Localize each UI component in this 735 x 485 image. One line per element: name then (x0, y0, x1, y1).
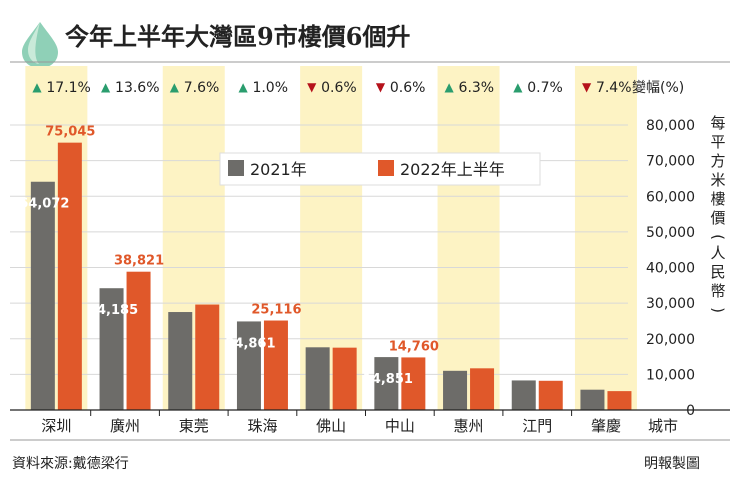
bar-廣州-2022h1 (126, 271, 151, 410)
y-axis-title-char: 樓 (710, 190, 725, 208)
data-label-中山-2021: 14,851 (363, 372, 413, 387)
legend-label-2022: 2022年上半年 (400, 160, 505, 179)
bar-東莞-2022h1 (195, 304, 220, 410)
y-axis-title-char: 平 (710, 133, 725, 151)
bar-惠州-2022h1 (470, 368, 495, 410)
y-tick-labels: 0 10,000 20,000 30,000 40,000 50,000 60,000 70,… (646, 118, 695, 419)
data-label-珠海-2022h1: 25,116 (251, 303, 301, 318)
source-note: 資料來源:戴德梁行 (12, 456, 129, 472)
data-label-深圳-2022h1: 75,045 (45, 125, 95, 140)
change-value-肇慶: 7.4% (596, 80, 632, 96)
city-label-中山: 中山 (385, 417, 415, 435)
change-value-佛山: 0.6% (321, 80, 357, 96)
bar-佛山-2021 (305, 347, 330, 410)
change-row: ▲ 17.1% ▲ 13.6% ▲ 7.6% ▲ 1.0% ▼ 0.6% ▼ 0.6% ▲ 6.3% ▲ 0.… (32, 80, 631, 96)
bar-中山-2021 (374, 357, 399, 410)
highlight-band-惠州 (437, 66, 500, 410)
change-value-東莞: 7.6% (184, 80, 220, 96)
arrow-down-icon: ▼ (376, 80, 386, 94)
bar-佛山-2022h1 (332, 347, 357, 410)
bar-深圳-2022h1 (57, 142, 82, 410)
y-axis-title-char: 幣 (710, 282, 725, 300)
change-value-惠州: 6.3% (459, 80, 495, 96)
y-axis-title-char: 方 (710, 152, 725, 170)
arrow-down-icon: ▼ (307, 80, 317, 94)
legend-label-2021: 2021年 (250, 160, 307, 179)
arrow-up-icon: ▲ (170, 80, 180, 94)
bar-中山-2022h1 (401, 357, 426, 410)
y-tick-label: 70,000 (646, 154, 695, 170)
x-axis-title: 城市 (648, 417, 678, 435)
bar-深圳-2021 (30, 181, 55, 410)
bar-江門-2022h1 (538, 380, 563, 410)
arrow-up-icon: ▲ (101, 80, 111, 94)
change-value-深圳: 17.1% (46, 80, 90, 96)
y-tick-label: 20,000 (646, 332, 695, 348)
arrow-up-icon: ▲ (445, 80, 455, 94)
bar-珠海-2022h1 (263, 320, 288, 410)
y-tick-label: 10,000 (646, 367, 695, 383)
bar-江門-2021 (511, 380, 536, 410)
arrow-up-icon: ▲ (513, 80, 523, 94)
arrow-down-icon: ▼ (582, 80, 592, 94)
city-label-江門: 江門 (522, 417, 552, 435)
data-label-深圳-2021: 64,072 (19, 197, 69, 212)
city-label-肇慶: 肇慶 (591, 417, 621, 435)
data-label-廣州-2022h1: 38,821 (114, 254, 164, 269)
y-tick-label: 0 (686, 403, 695, 419)
title-drop-icon (22, 22, 58, 68)
highlight-bands (25, 66, 637, 410)
change-value-中山: 0.6% (390, 80, 426, 96)
change-value-廣州: 13.6% (115, 80, 159, 96)
change-value-珠海: 1.0% (252, 80, 288, 96)
bar-東莞-2021 (168, 312, 193, 410)
y-tick-label: 30,000 (646, 296, 695, 312)
bar-廣州-2021 (99, 288, 124, 410)
change-value-江門: 0.7% (527, 80, 563, 96)
credit-note: 明報製圖 (644, 456, 700, 472)
y-axis-title-char: ( (709, 234, 727, 240)
data-label-中山-2022h1: 14,760 (389, 339, 439, 354)
chart-title: 今年上半年大灣區9市樓價6個升 (65, 22, 410, 51)
bar-珠海-2021 (236, 321, 261, 410)
city-label-惠州: 惠州 (454, 417, 484, 435)
city-label-東莞: 東莞 (179, 417, 209, 435)
y-axis-title-char: 人 (710, 244, 725, 262)
highlight-band-肇慶 (574, 66, 637, 410)
y-axis-title-char: 價 (710, 209, 725, 227)
arrow-up-icon: ▲ (32, 80, 42, 94)
city-label-佛山: 佛山 (316, 417, 346, 435)
data-label-廣州-2021: 34,185 (88, 303, 138, 318)
city-label-深圳: 深圳 (41, 417, 71, 435)
legend: 2021年 2022年上半年 (219, 152, 541, 186)
data-label-珠海-2021: 24,861 (225, 336, 275, 351)
y-axis-title-char: 米 (710, 171, 725, 189)
y-tick-label: 40,000 (646, 261, 695, 277)
bar-labels: 64,072 75,045 34,185 38,821 24,861 25,116 14,8… (19, 125, 439, 387)
city-labels: 深圳 廣州 東莞 珠海 佛山 中山 惠州 江門 肇慶 (41, 410, 621, 435)
change-header: 變幅(%) (632, 80, 684, 96)
arrow-up-icon: ▲ (238, 80, 248, 94)
bar-肇慶-2022h1 (607, 391, 632, 410)
bars (30, 142, 632, 410)
y-tick-label: 60,000 (646, 189, 695, 205)
bar-肇慶-2021 (580, 389, 605, 410)
city-label-珠海: 珠海 (247, 417, 277, 435)
y-axis-title-char: 民 (710, 263, 725, 281)
y-axis-title-char: 每 (710, 114, 725, 132)
y-tick-label: 50,000 (646, 225, 695, 241)
bar-惠州-2021 (443, 370, 468, 410)
y-tick-label: 80,000 (646, 118, 695, 134)
legend-swatch-2021 (228, 160, 244, 176)
legend-swatch-2022 (378, 160, 394, 176)
city-label-廣州: 廣州 (110, 417, 140, 435)
y-axis-title-char: ) (709, 307, 727, 313)
